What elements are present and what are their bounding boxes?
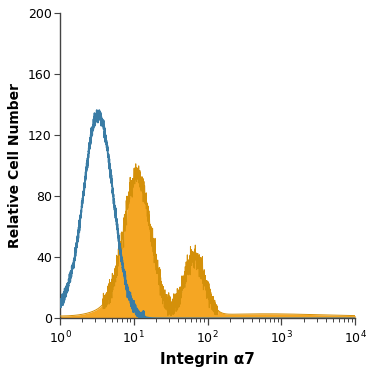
- X-axis label: Integrin α7: Integrin α7: [160, 352, 255, 367]
- Y-axis label: Relative Cell Number: Relative Cell Number: [8, 83, 22, 248]
